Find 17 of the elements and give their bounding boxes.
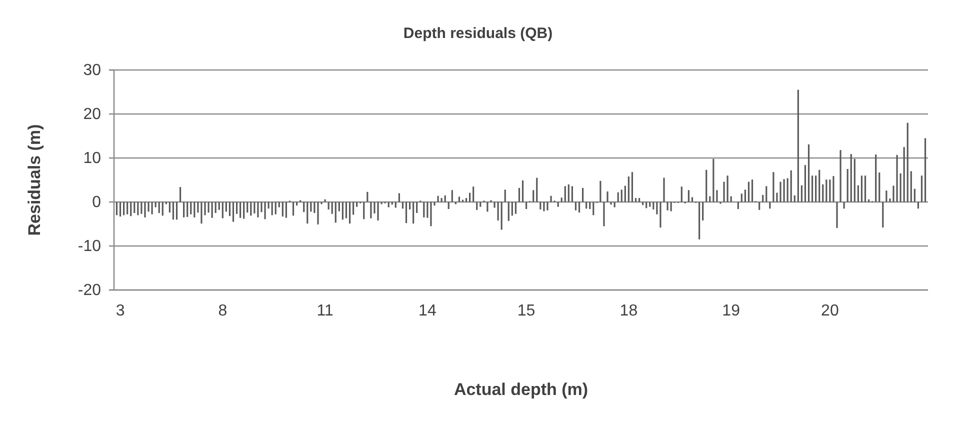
x-tick-label: 18 bbox=[620, 302, 638, 320]
x-tick-label: 15 bbox=[517, 302, 536, 320]
y-tick-label: -10 bbox=[78, 238, 102, 256]
x-tick-label: 20 bbox=[821, 302, 839, 320]
x-axis-title: Actual depth (m) bbox=[454, 380, 588, 399]
y-tick-label: -20 bbox=[78, 282, 102, 300]
y-axis-title: Residuals (m) bbox=[25, 124, 44, 236]
x-tick-label: 3 bbox=[116, 302, 125, 320]
y-tick-label: 10 bbox=[83, 150, 102, 168]
x-tick-label: 11 bbox=[316, 302, 334, 320]
x-tick-label: 19 bbox=[722, 302, 740, 320]
y-tick-label: 20 bbox=[83, 106, 102, 124]
x-tick-label: 8 bbox=[218, 302, 228, 320]
y-tick-label: 30 bbox=[83, 62, 102, 80]
x-tick-label: 14 bbox=[418, 302, 436, 320]
y-tick-label: 0 bbox=[92, 194, 102, 212]
chart-title: Depth residuals (QB) bbox=[403, 25, 553, 42]
